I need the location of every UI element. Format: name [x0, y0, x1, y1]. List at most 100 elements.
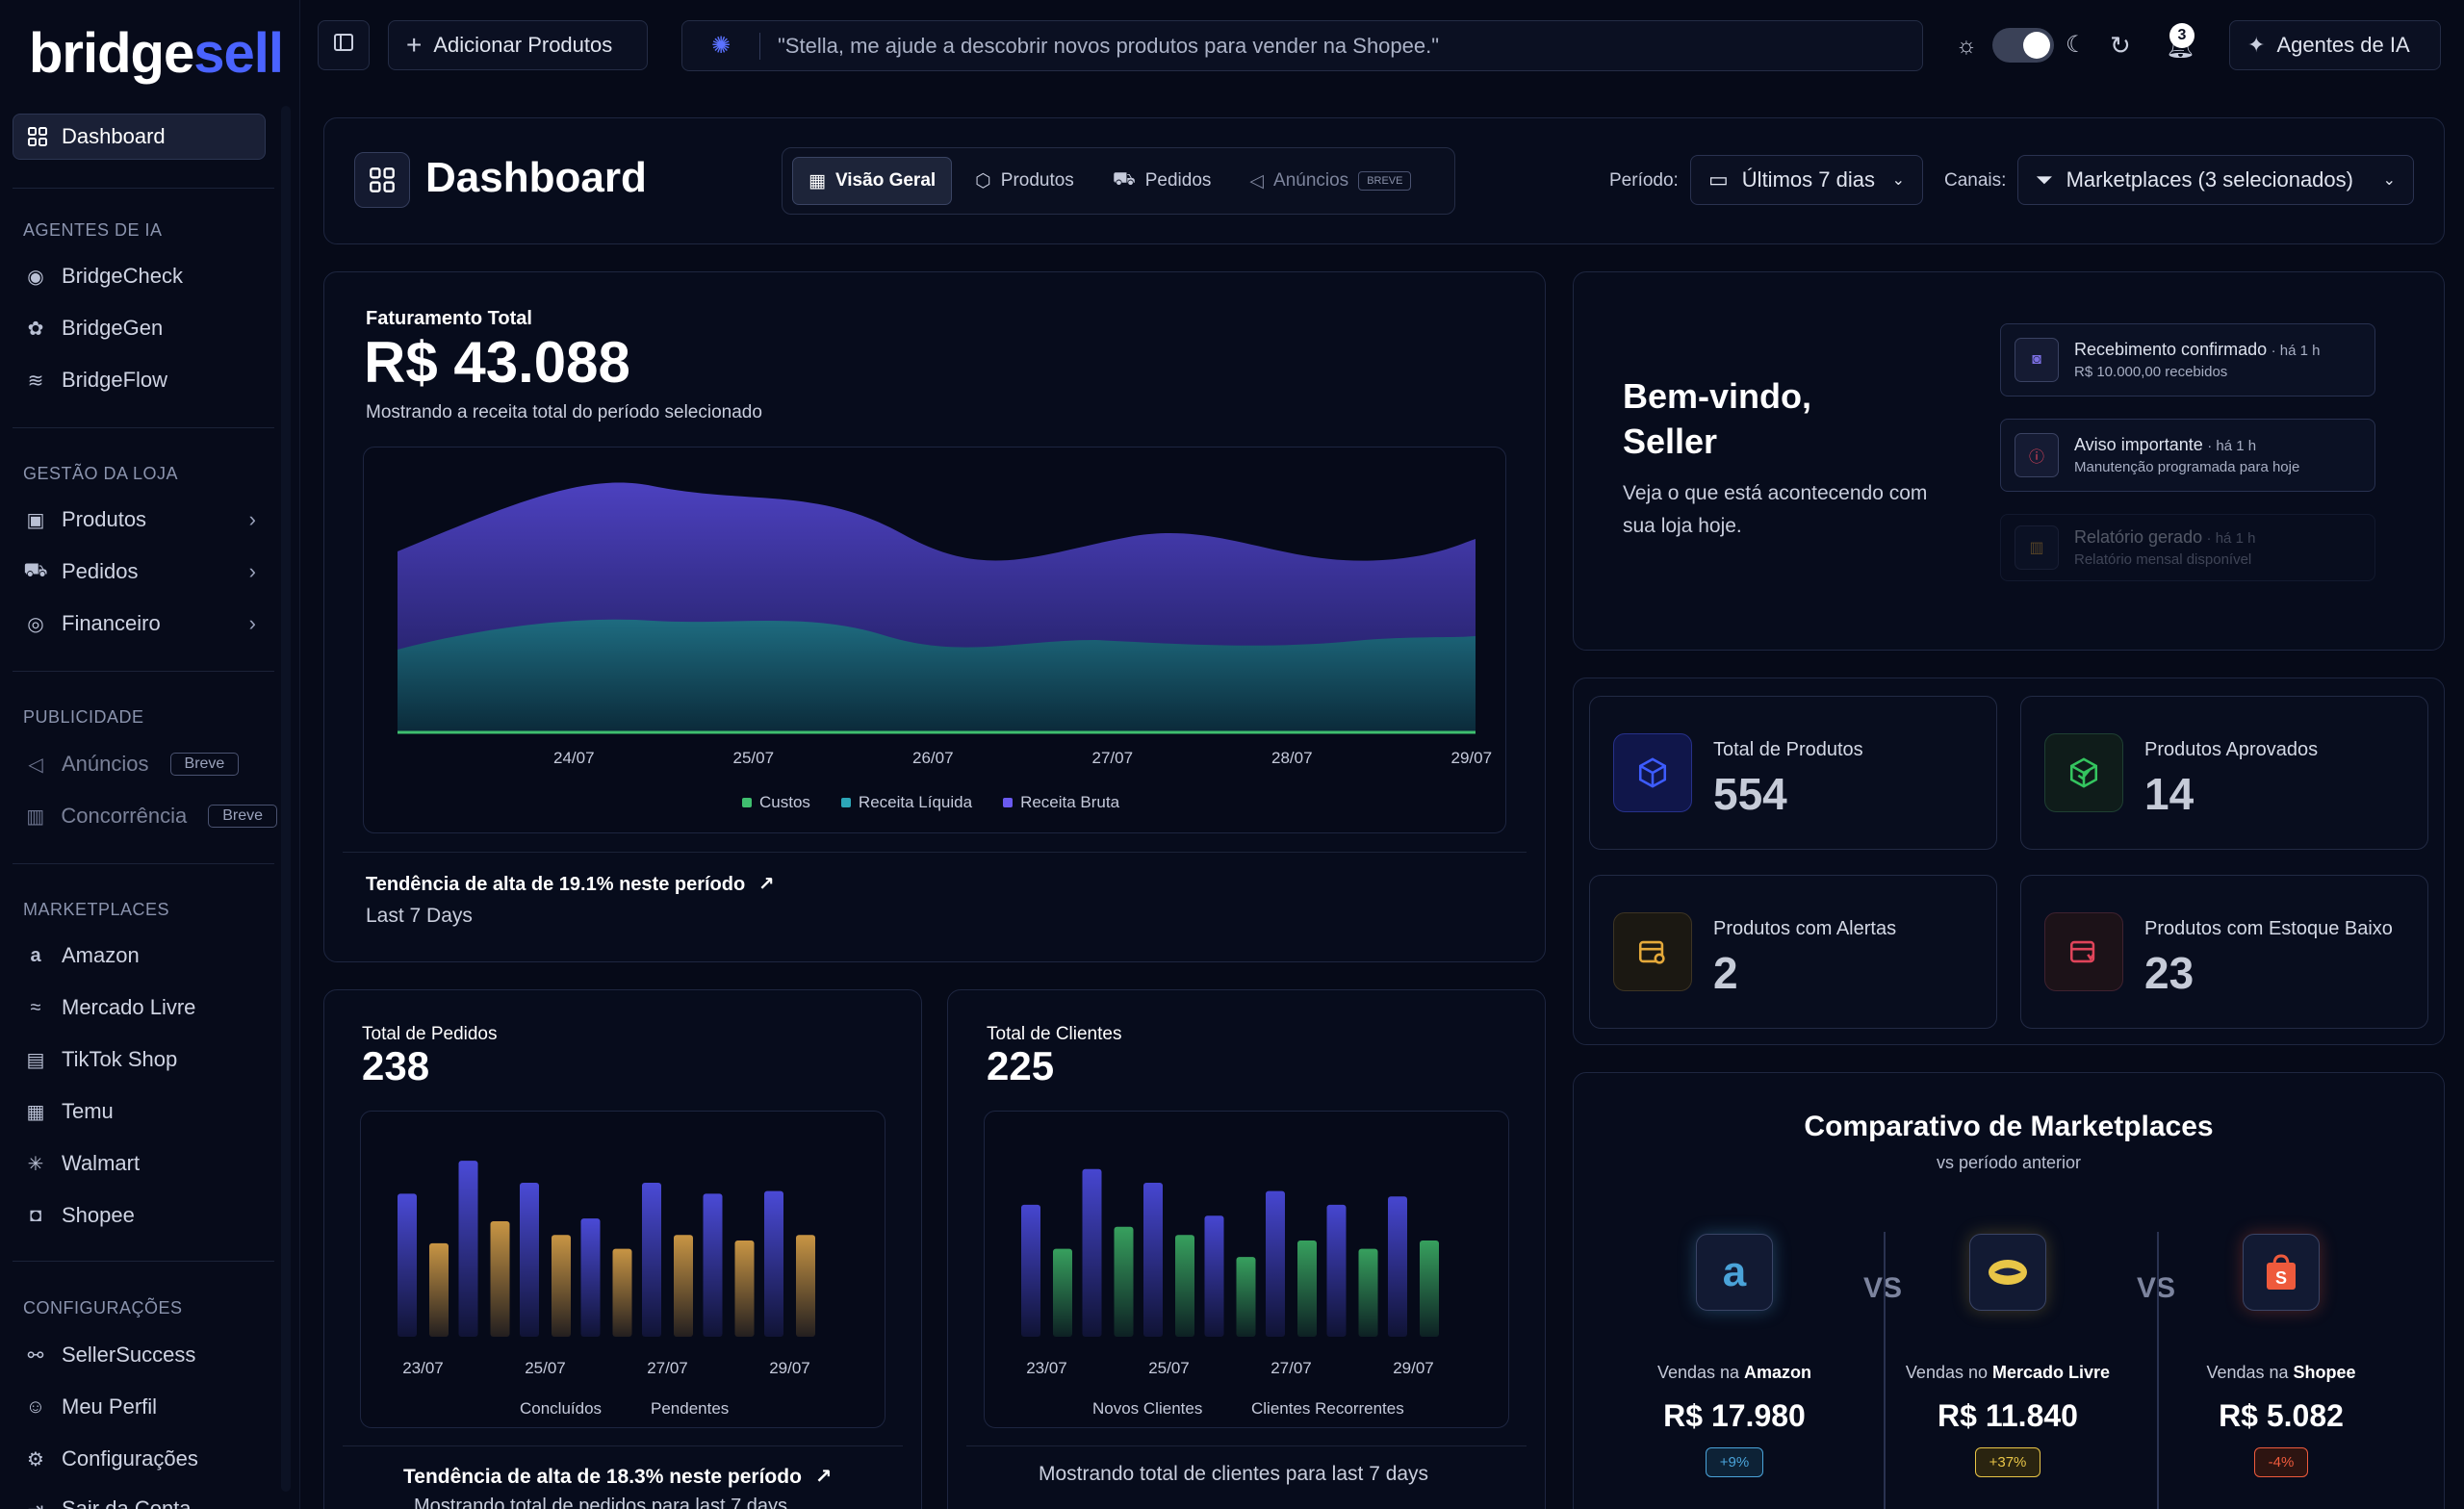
bar-novos-clientes-26-07[interactable] — [1204, 1215, 1224, 1337]
bar-pendentes-27-07[interactable] — [674, 1235, 693, 1337]
bar-clientes-recorrentes-29-07[interactable] — [1420, 1240, 1439, 1337]
sidebar-item-anuncios[interactable]: ◁ Anúncios Breve — [25, 745, 256, 783]
toggle-sidebar-button[interactable] — [318, 20, 370, 70]
notification-recebimento[interactable]: ◙ Recebimento confirmado · há 1 h R$ 10.0… — [2000, 323, 2375, 396]
tab-pedidos[interactable]: ⛟ Pedidos — [1097, 157, 1227, 205]
tab-anuncios[interactable]: ◁ Anúncios BREVE — [1234, 157, 1426, 205]
label-prefix: Vendas na — [2206, 1363, 2294, 1382]
bar-novos-clientes-23-07[interactable] — [1021, 1204, 1040, 1337]
tab-produtos[interactable]: ⬡ Produtos — [960, 157, 1090, 205]
sidebar-item-walmart[interactable]: ✳ Walmart — [25, 1144, 256, 1183]
clients-bar-chart: 23/07 25/07 27/07 29/07 — [1021, 1168, 1439, 1377]
filter-icon: ⏷ — [2036, 167, 2053, 192]
bar-clientes-recorrentes-24-07[interactable] — [1114, 1226, 1134, 1337]
marketplace-change-badge: -4% — [2253, 1447, 2309, 1477]
bar-pendentes-29-07[interactable] — [796, 1235, 815, 1337]
bar-concluidos-28-07[interactable] — [703, 1193, 723, 1337]
sidebar-item-financeiro[interactable]: ◎ Financeiro › — [25, 604, 256, 643]
bar-concluidos-23-07[interactable] — [398, 1193, 417, 1337]
tab-visao-geral[interactable]: ▦ Visão Geral — [792, 157, 953, 205]
alert-icon: ⓘ — [2015, 433, 2059, 477]
marketplace-amount: R$ 17.980 — [1663, 1398, 1806, 1433]
bar-pendentes-23-07[interactable] — [429, 1242, 449, 1337]
stat-label: Total de Produtos — [1713, 739, 1863, 760]
marketplace-amazon[interactable]: a Vendas na Amazon R$ 17.980 +9% — [1609, 1234, 1860, 1477]
sidebar-scrollbar[interactable] — [281, 106, 291, 1492]
revenue-value: R$ 43.088 — [364, 330, 630, 395]
bar-pendentes-26-07[interactable] — [612, 1248, 632, 1337]
sidebar-item-sair[interactable]: ⇥ Sair da Conta — [25, 1490, 256, 1509]
sidebar-item-produtos[interactable]: ▣ Produtos › — [25, 500, 256, 539]
sidebar-item-mercado-livre[interactable]: ≈ Mercado Livre — [25, 988, 256, 1027]
sidebar-item-dashboard[interactable]: Dashboard — [13, 114, 266, 160]
logout-icon: ⇥ — [25, 1498, 46, 1509]
refresh-icon[interactable]: ↻ — [2110, 31, 2131, 60]
stat-estoque-baixo[interactable]: Produtos com Estoque Baixo 23 — [2020, 875, 2428, 1029]
sidebar-item-label: Temu — [62, 1099, 114, 1123]
notification-relatorio[interactable]: ▥ Relatório gerado · há 1 h Relatório men… — [2000, 514, 2375, 581]
bar-concluidos-26-07[interactable] — [580, 1218, 601, 1337]
bar-concluidos-27-07[interactable] — [642, 1183, 661, 1337]
x-tick-label: 23/07 — [402, 1359, 444, 1377]
notification-aviso[interactable]: ⓘ Aviso importante · há 1 h Manutenção pr… — [2000, 419, 2375, 492]
coming-soon-badge: Breve — [169, 753, 240, 776]
sidebar-item-shopee[interactable]: ◘ Shopee — [25, 1196, 256, 1235]
sidebar-item-label: Produtos — [62, 507, 147, 531]
bar-pendentes-24-07[interactable] — [490, 1221, 510, 1337]
user-icon: ☺ — [25, 1395, 46, 1418]
stat-produtos-alertas[interactable]: Produtos com Alertas 2 — [1589, 875, 1997, 1029]
theme-toggle[interactable] — [1992, 28, 2054, 63]
package-low-icon — [2044, 912, 2123, 991]
sidebar-item-tiktok-shop[interactable]: ▤ TikTok Shop — [25, 1040, 256, 1079]
sun-icon: ☼ — [1956, 33, 1977, 59]
channels-select[interactable]: ⏷ Marketplaces (3 selecionados) ⌄ — [2017, 155, 2414, 205]
bar-concluidos-29-07[interactable] — [764, 1190, 783, 1337]
period-select[interactable]: ▭ Últimos 7 dias ⌄ — [1690, 155, 1923, 205]
revenue-divider — [343, 852, 1527, 853]
bar-clientes-recorrentes-23-07[interactable] — [1053, 1248, 1072, 1337]
sidebar-item-bridgecheck[interactable]: ◉ BridgeCheck — [25, 257, 256, 295]
bar-clientes-recorrentes-26-07[interactable] — [1236, 1257, 1256, 1337]
ai-search-input[interactable]: ✺ "Stella, me ajude a descobrir novos pr… — [681, 20, 1923, 71]
bar-concluidos-25-07[interactable] — [520, 1183, 539, 1337]
chevron-down-icon: ⌄ — [2382, 172, 2396, 189]
sidebar-item-bridgegen[interactable]: ✿ BridgeGen — [25, 309, 256, 347]
sidebar-item-meu-perfil[interactable]: ☺ Meu Perfil — [25, 1388, 256, 1426]
camera-icon: ◙ — [2015, 338, 2059, 382]
stat-produtos-aprovados[interactable]: Produtos Aprovados 14 — [2020, 696, 2428, 850]
bar-pendentes-25-07[interactable] — [552, 1235, 571, 1337]
bar-pendentes-28-07[interactable] — [734, 1240, 755, 1337]
bar-novos-clientes-28-07[interactable] — [1326, 1204, 1347, 1337]
marketplace-name: Amazon — [1744, 1363, 1812, 1382]
area-receita-liquida — [398, 619, 1476, 732]
sidebar-item-temu[interactable]: ▦ Temu — [25, 1092, 256, 1131]
ai-agents-button[interactable]: ✦ Agentes de IA — [2229, 20, 2441, 70]
sidebar-item-pedidos[interactable]: ⛟ Pedidos › — [23, 552, 256, 591]
sidebar-item-label: BridgeGen — [62, 316, 164, 340]
bar-concluidos-24-07[interactable] — [458, 1161, 478, 1337]
add-products-button[interactable]: + Adicionar Produtos — [388, 20, 648, 70]
marketplace-shopee[interactable]: S Vendas na Shopee R$ 5.082 -4% — [2156, 1234, 2406, 1477]
bar-clientes-recorrentes-27-07[interactable] — [1297, 1240, 1317, 1337]
bar-novos-clientes-25-07[interactable] — [1143, 1183, 1163, 1337]
bar-novos-clientes-27-07[interactable] — [1266, 1190, 1285, 1337]
stat-total-produtos[interactable]: Total de Produtos 554 — [1589, 696, 1997, 850]
sidebar-item-amazon[interactable]: a Amazon — [25, 936, 256, 975]
notification-title: Relatório gerado — [2074, 527, 2203, 547]
sidebar-item-bridgeflow[interactable]: ≋ BridgeFlow — [25, 361, 256, 399]
bar-clientes-recorrentes-25-07[interactable] — [1175, 1235, 1194, 1337]
sidebar-item-configuracoes[interactable]: ⚙ Configurações — [25, 1440, 256, 1478]
sidebar-divider — [13, 1261, 274, 1262]
calendar-icon: ▭ — [1708, 167, 1729, 192]
bar-novos-clientes-24-07[interactable] — [1082, 1168, 1102, 1337]
bar-clientes-recorrentes-28-07[interactable] — [1358, 1248, 1378, 1337]
bar-novos-clientes-29-07[interactable] — [1388, 1196, 1407, 1337]
brand-logo[interactable]: bridgesell — [29, 22, 284, 85]
sidebar-item-sellersuccess[interactable]: ⚯ SellerSuccess — [25, 1336, 256, 1374]
dashboard-icon — [354, 152, 410, 208]
tab-label: Anúncios — [1273, 170, 1349, 191]
period-label: Período: — [1609, 170, 1679, 191]
x-tick-label: 25/07 — [1148, 1359, 1190, 1377]
sidebar-item-concorrencia[interactable]: ▥ Concorrência Breve — [25, 797, 277, 835]
marketplace-mercado-livre[interactable]: Vendas no Mercado Livre R$ 11.840 +37% — [1883, 1234, 2133, 1477]
